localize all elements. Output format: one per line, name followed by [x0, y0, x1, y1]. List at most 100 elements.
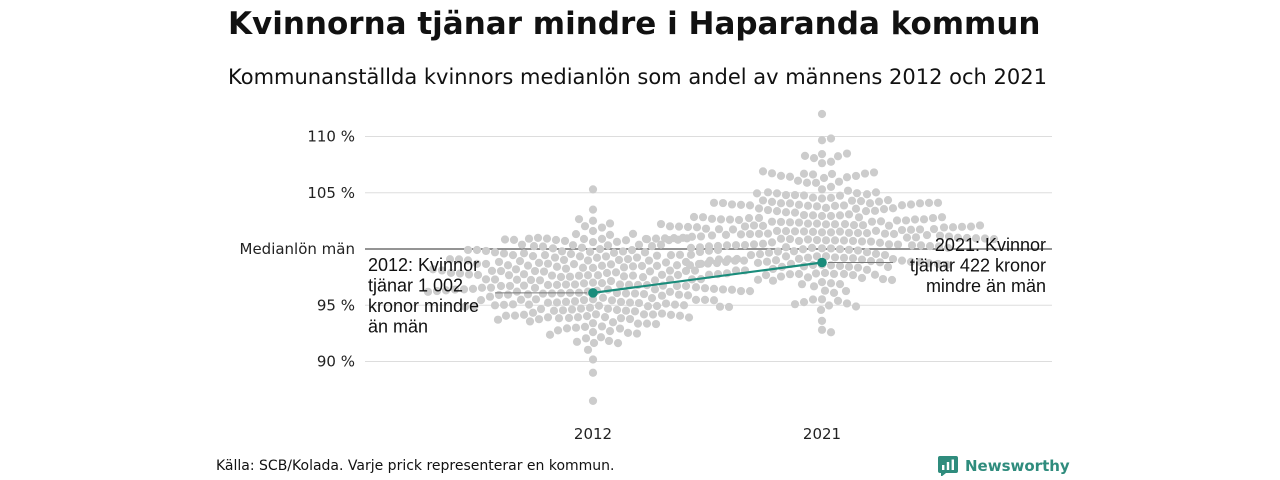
- kommun-dot: [851, 171, 861, 181]
- kommun-dot: [469, 302, 479, 311]
- kommun-dot: [565, 272, 575, 281]
- kommun-dot: [893, 240, 903, 249]
- kommun-dot: [554, 314, 564, 323]
- kommun-dot: [681, 281, 691, 291]
- kommun-dot: [523, 290, 533, 299]
- kommun-dot: [935, 231, 945, 240]
- kommun-dot: [660, 234, 670, 243]
- kommun-dot: [510, 311, 520, 320]
- kommun-dot: [962, 233, 972, 243]
- kommun-dot: [543, 313, 553, 322]
- annotation-2021: 2021: Kvinnor tjänar 422 kronor mindre än …: [910, 235, 1046, 296]
- kommun-dot: [870, 206, 880, 215]
- kommun-dot: [794, 269, 804, 279]
- kommun-dot: [581, 334, 591, 343]
- annotation-line: 2021: Kvinnor: [935, 235, 1046, 255]
- kommun-dot: [715, 302, 725, 311]
- kommun-dot: [481, 246, 491, 256]
- kommun-dot: [628, 271, 638, 280]
- kommun-dot: [536, 304, 546, 314]
- kommun-dot: [798, 245, 808, 254]
- kommun-dot: [694, 259, 704, 269]
- kommun-dot: [549, 306, 559, 315]
- kommun-dot: [817, 295, 827, 304]
- kommun-dot: [745, 287, 755, 296]
- kommun-dot: [776, 234, 786, 243]
- kommun-dot: [835, 191, 845, 200]
- kommun-dot: [764, 248, 774, 257]
- kommun-dot: [625, 298, 635, 307]
- kommun-dot: [907, 241, 917, 250]
- kommun-dot: [897, 256, 907, 265]
- kommun-dot: [827, 169, 837, 179]
- kommun-dot: [621, 289, 631, 298]
- kommun-dot: [906, 225, 916, 234]
- kommun-dot: [477, 283, 487, 292]
- kommun-dot: [601, 252, 611, 261]
- kommun-dot: [580, 322, 590, 331]
- kommun-dot: [709, 198, 719, 207]
- kommun-dot: [647, 294, 657, 303]
- kommun-dot: [781, 190, 791, 200]
- kommun-dot: [496, 281, 506, 291]
- kommun-dot: [494, 257, 504, 267]
- kommun-dot: [650, 285, 660, 294]
- kommun-dot: [616, 314, 626, 323]
- kommun-dot: [632, 329, 642, 338]
- kommun-dot: [529, 242, 539, 251]
- kommun-dot: [848, 270, 858, 280]
- kommun-dot: [714, 225, 724, 234]
- kommun-dot: [585, 247, 595, 256]
- kommun-dot: [848, 236, 858, 246]
- kommun-dot: [625, 314, 635, 324]
- kommun-dot: [656, 219, 666, 229]
- kommun-dot: [862, 248, 872, 257]
- kommun-dot: [790, 227, 800, 236]
- kommun-dot: [858, 221, 868, 230]
- y-axis: 110 % 105 % Medianlön män 95 % 90 %: [240, 128, 356, 371]
- kommun-dot: [816, 305, 826, 315]
- kommun-dot: [758, 196, 768, 205]
- kommun-dot: [772, 207, 782, 216]
- kommun-dot: [579, 234, 589, 244]
- kommun-dot: [839, 236, 849, 245]
- kommun-dot: [519, 281, 529, 290]
- kommun-dot: [826, 228, 836, 237]
- kommun-dot: [574, 215, 584, 224]
- kommun-dot: [618, 247, 628, 256]
- kommun-dot: [511, 265, 521, 274]
- kommun-dot: [807, 243, 817, 252]
- kommun-dot: [789, 247, 799, 256]
- brand-logo: Newsworthy: [938, 456, 1070, 476]
- kommun-dot: [933, 198, 943, 207]
- kommun-dot: [811, 269, 821, 278]
- kommun-dot: [876, 217, 886, 226]
- annotation-line: än män: [368, 317, 428, 337]
- kommun-dot: [642, 235, 652, 244]
- kommun-dot: [681, 266, 691, 276]
- annotation-line: tjänar 1 002: [368, 276, 463, 296]
- kommun-dot: [957, 222, 967, 231]
- kommun-dot: [613, 339, 623, 348]
- kommun-dot: [767, 169, 777, 178]
- kommun-dot: [880, 229, 890, 238]
- kommun-dot: [857, 237, 867, 246]
- kommun-dot: [773, 247, 783, 256]
- kommun-dot: [768, 276, 778, 285]
- kommun-dot: [776, 272, 786, 281]
- kommun-dot: [754, 213, 764, 223]
- kommun-dot: [605, 327, 615, 336]
- kommun-dot: [637, 261, 647, 271]
- kommun-dot: [579, 279, 589, 288]
- kommun-dot: [853, 263, 863, 272]
- kommun-dot: [643, 302, 653, 311]
- kommun-dot: [686, 250, 696, 259]
- kommun-dot: [752, 189, 762, 198]
- kommun-dot: [767, 197, 777, 206]
- kommun-dot: [464, 270, 474, 279]
- kommun-dot: [547, 271, 557, 280]
- kommun-dot: [842, 149, 852, 158]
- annotation-line: mindre än män: [926, 276, 1046, 296]
- kommun-dot: [573, 313, 583, 322]
- kommun-dot: [666, 251, 676, 260]
